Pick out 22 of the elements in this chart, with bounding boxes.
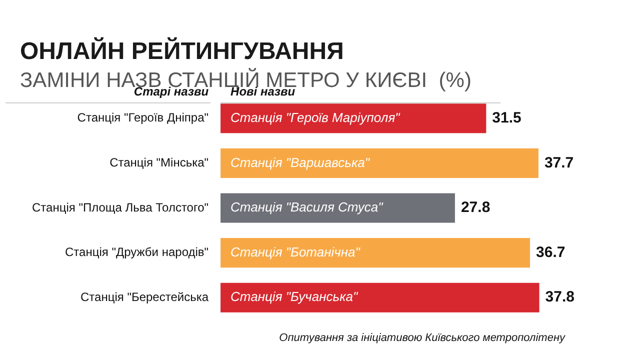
data-label: 27.8 [460, 199, 490, 216]
y-tick-label: Станція "Героїв Дніпра" [77, 110, 209, 125]
data-label: 37.8 [545, 288, 574, 306]
y-tick-label: Станція "Дружби народів" [65, 245, 209, 260]
annotation: Опитування за ініціативою Київського метрополітену [279, 332, 566, 344]
bar [220, 193, 455, 223]
chart-title: ОНЛАЙН РЕЙТИНГУВАННЯ [20, 37, 344, 66]
y-tick-label: Станція "Берестейська [80, 290, 209, 304]
annotation: Станція "Василя Стуса" [230, 200, 384, 215]
data-label: 31.5 [492, 110, 522, 127]
annotation: Станція "Героїв Маріуполя" [230, 110, 402, 126]
annotation: Станція "Бучанська" [230, 289, 359, 304]
bar [220, 238, 530, 268]
y-tick-label: Станція "Площа Льва Толстого" [32, 200, 209, 214]
data-label: 36.7 [536, 244, 566, 261]
y-tick-label: Станція "Мінська" [110, 156, 209, 170]
bar [220, 104, 486, 134]
bar [220, 282, 540, 312]
annotation: Станція "Ботанічна" [230, 244, 362, 260]
bar [220, 148, 538, 178]
annotation: Станція "Варшавська" [230, 154, 371, 170]
data-label: 37.7 [544, 154, 574, 172]
